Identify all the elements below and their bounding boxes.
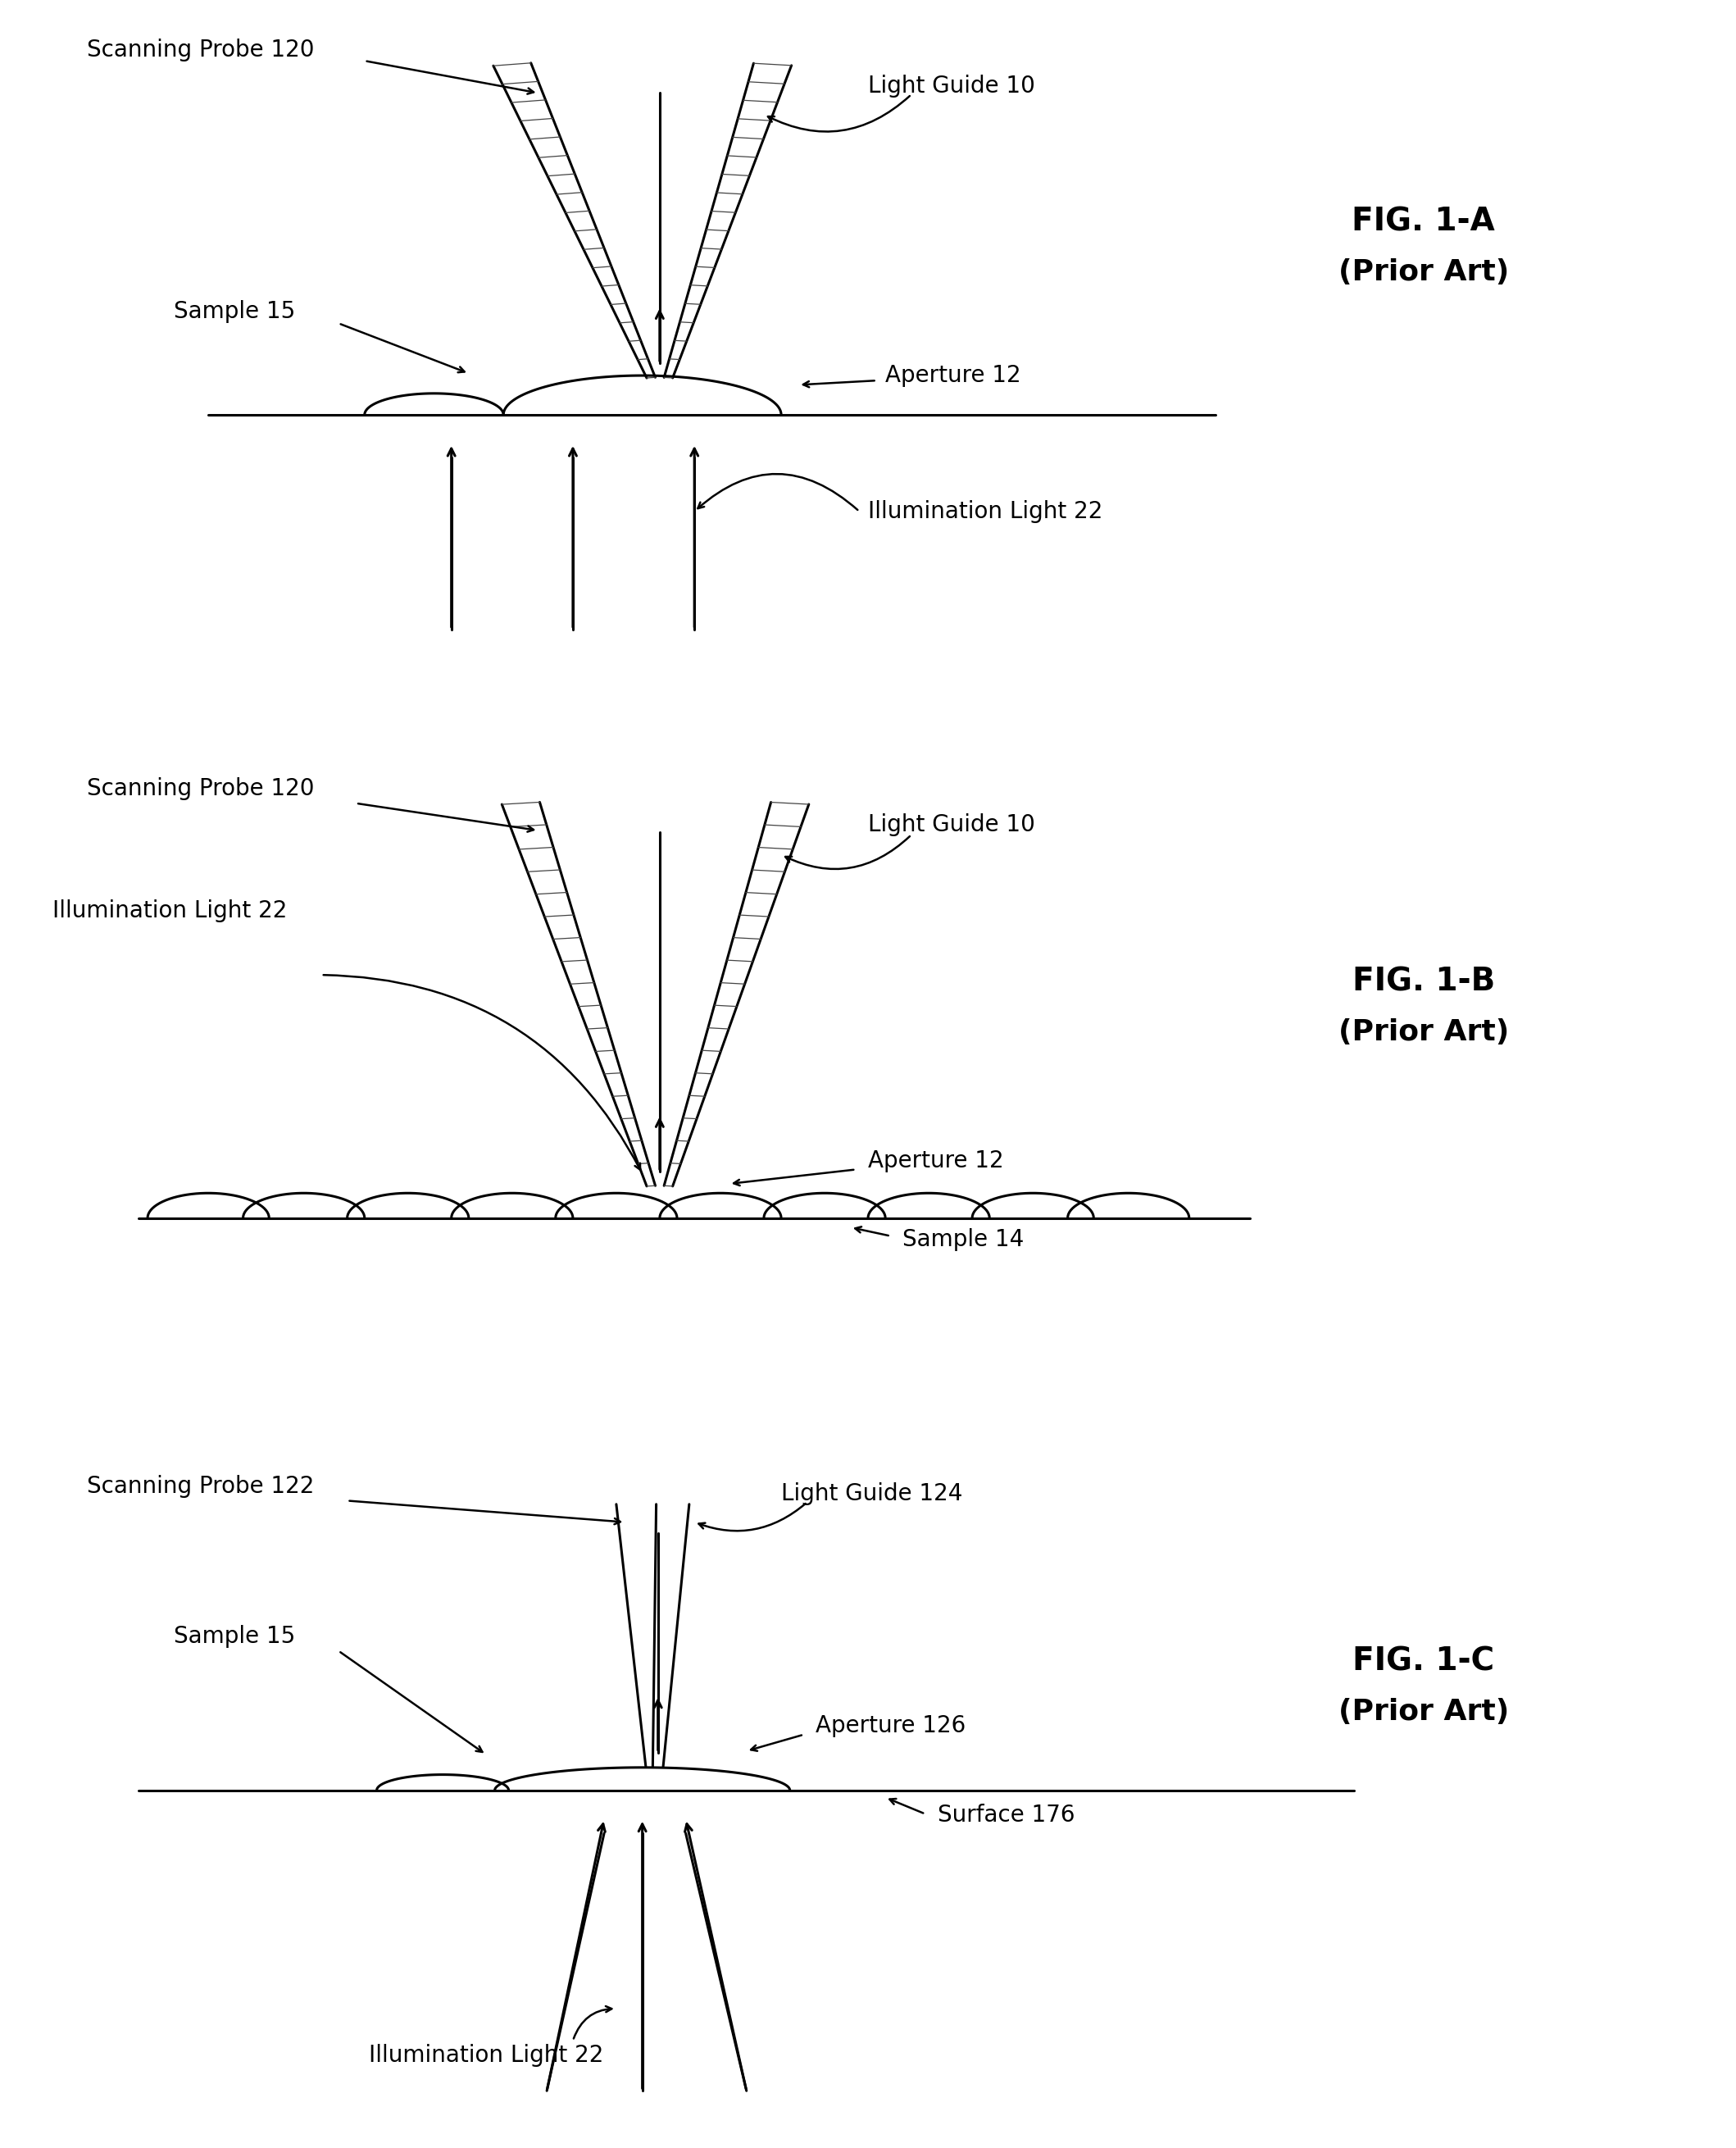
Text: Scanning Probe 120: Scanning Probe 120 bbox=[87, 778, 314, 801]
Text: FIG. 1-C: FIG. 1-C bbox=[1352, 1645, 1495, 1678]
Text: Light Guide 124: Light Guide 124 bbox=[781, 1482, 963, 1506]
Text: Scanning Probe 122: Scanning Probe 122 bbox=[87, 1476, 314, 1497]
Text: FIG. 1-B: FIG. 1-B bbox=[1352, 967, 1495, 997]
Text: (Prior Art): (Prior Art) bbox=[1338, 1697, 1509, 1725]
Text: Surface 176: Surface 176 bbox=[937, 1804, 1075, 1826]
Text: (Prior Art): (Prior Art) bbox=[1338, 1018, 1509, 1046]
Text: (Prior Art): (Prior Art) bbox=[1338, 258, 1509, 286]
Text: Aperture 126: Aperture 126 bbox=[816, 1714, 967, 1738]
Text: Light Guide 10: Light Guide 10 bbox=[868, 75, 1035, 97]
Text: Illumination Light 22: Illumination Light 22 bbox=[52, 900, 286, 921]
Text: Illumination Light 22: Illumination Light 22 bbox=[868, 500, 1102, 522]
Text: Sample 15: Sample 15 bbox=[174, 1626, 295, 1648]
Text: Scanning Probe 120: Scanning Probe 120 bbox=[87, 39, 314, 62]
Text: Sample 15: Sample 15 bbox=[174, 301, 295, 322]
Text: Light Guide 10: Light Guide 10 bbox=[868, 814, 1035, 836]
Text: Sample 14: Sample 14 bbox=[903, 1229, 1024, 1250]
Text: Aperture 12: Aperture 12 bbox=[885, 363, 1021, 387]
Text: FIG. 1-A: FIG. 1-A bbox=[1352, 206, 1495, 236]
Text: Illumination Light 22: Illumination Light 22 bbox=[368, 2043, 604, 2066]
Text: Aperture 12: Aperture 12 bbox=[868, 1149, 1003, 1173]
